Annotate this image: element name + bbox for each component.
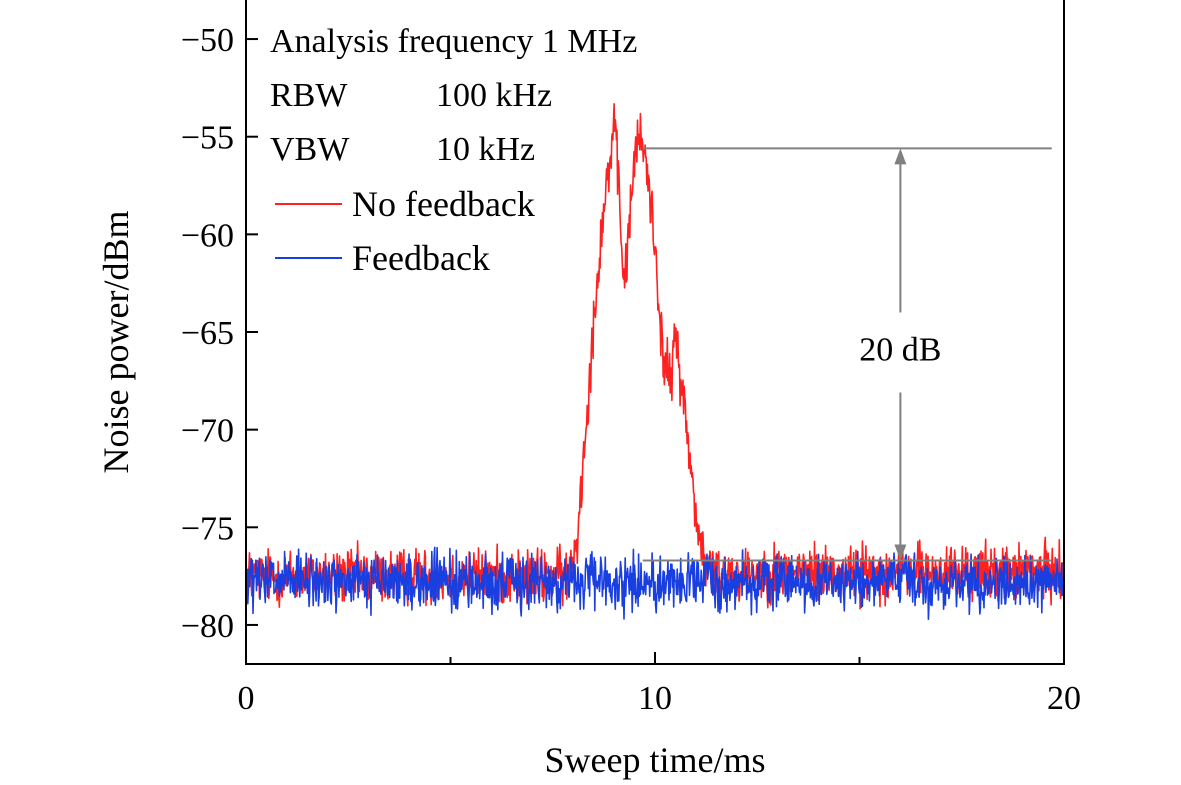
y-tick-label: −80 <box>181 608 234 645</box>
y-tick-label: −75 <box>181 510 234 547</box>
x-tick-label: 20 <box>1047 680 1081 717</box>
legend: No feedback Feedback <box>275 184 535 278</box>
tick-layer: −50 −55 −60 −65 −70 −75 −800 10 20 <box>181 22 1081 717</box>
y-tick-label: −65 <box>181 315 234 352</box>
x-tick-label: 10 <box>638 680 672 717</box>
y-tick-label: −70 <box>181 413 234 450</box>
info-line-value: 10 kHz <box>436 131 535 168</box>
info-line-label: Analysis frequency 1 MHz <box>270 23 637 60</box>
difference-label: 20 dB <box>859 331 941 368</box>
plot-frame <box>245 0 1065 665</box>
y-tick-label: −55 <box>181 120 234 157</box>
annotation-layer: 20 dB Analysis frequency 1 MHz RBW 100 kHz V… <box>270 23 1052 562</box>
arrow-head-up <box>894 148 907 165</box>
info-line-label: RBW <box>270 77 348 114</box>
series-line-feedback <box>245 546 1065 621</box>
arrow-head-down <box>894 544 907 561</box>
y-tick-label: −60 <box>181 217 234 254</box>
x-tick-label: 0 <box>238 680 255 717</box>
info-line-label: VBW <box>270 131 350 168</box>
legend-label: Feedback <box>352 238 490 278</box>
x-axis-title: Sweep time/ms <box>545 740 766 780</box>
y-axis-title: Noise power/dBm <box>96 211 136 474</box>
series-layer <box>245 103 1065 621</box>
info-line-value: 100 kHz <box>436 77 552 114</box>
y-tick-label: −50 <box>181 22 234 59</box>
legend-label: No feedback <box>352 184 535 224</box>
